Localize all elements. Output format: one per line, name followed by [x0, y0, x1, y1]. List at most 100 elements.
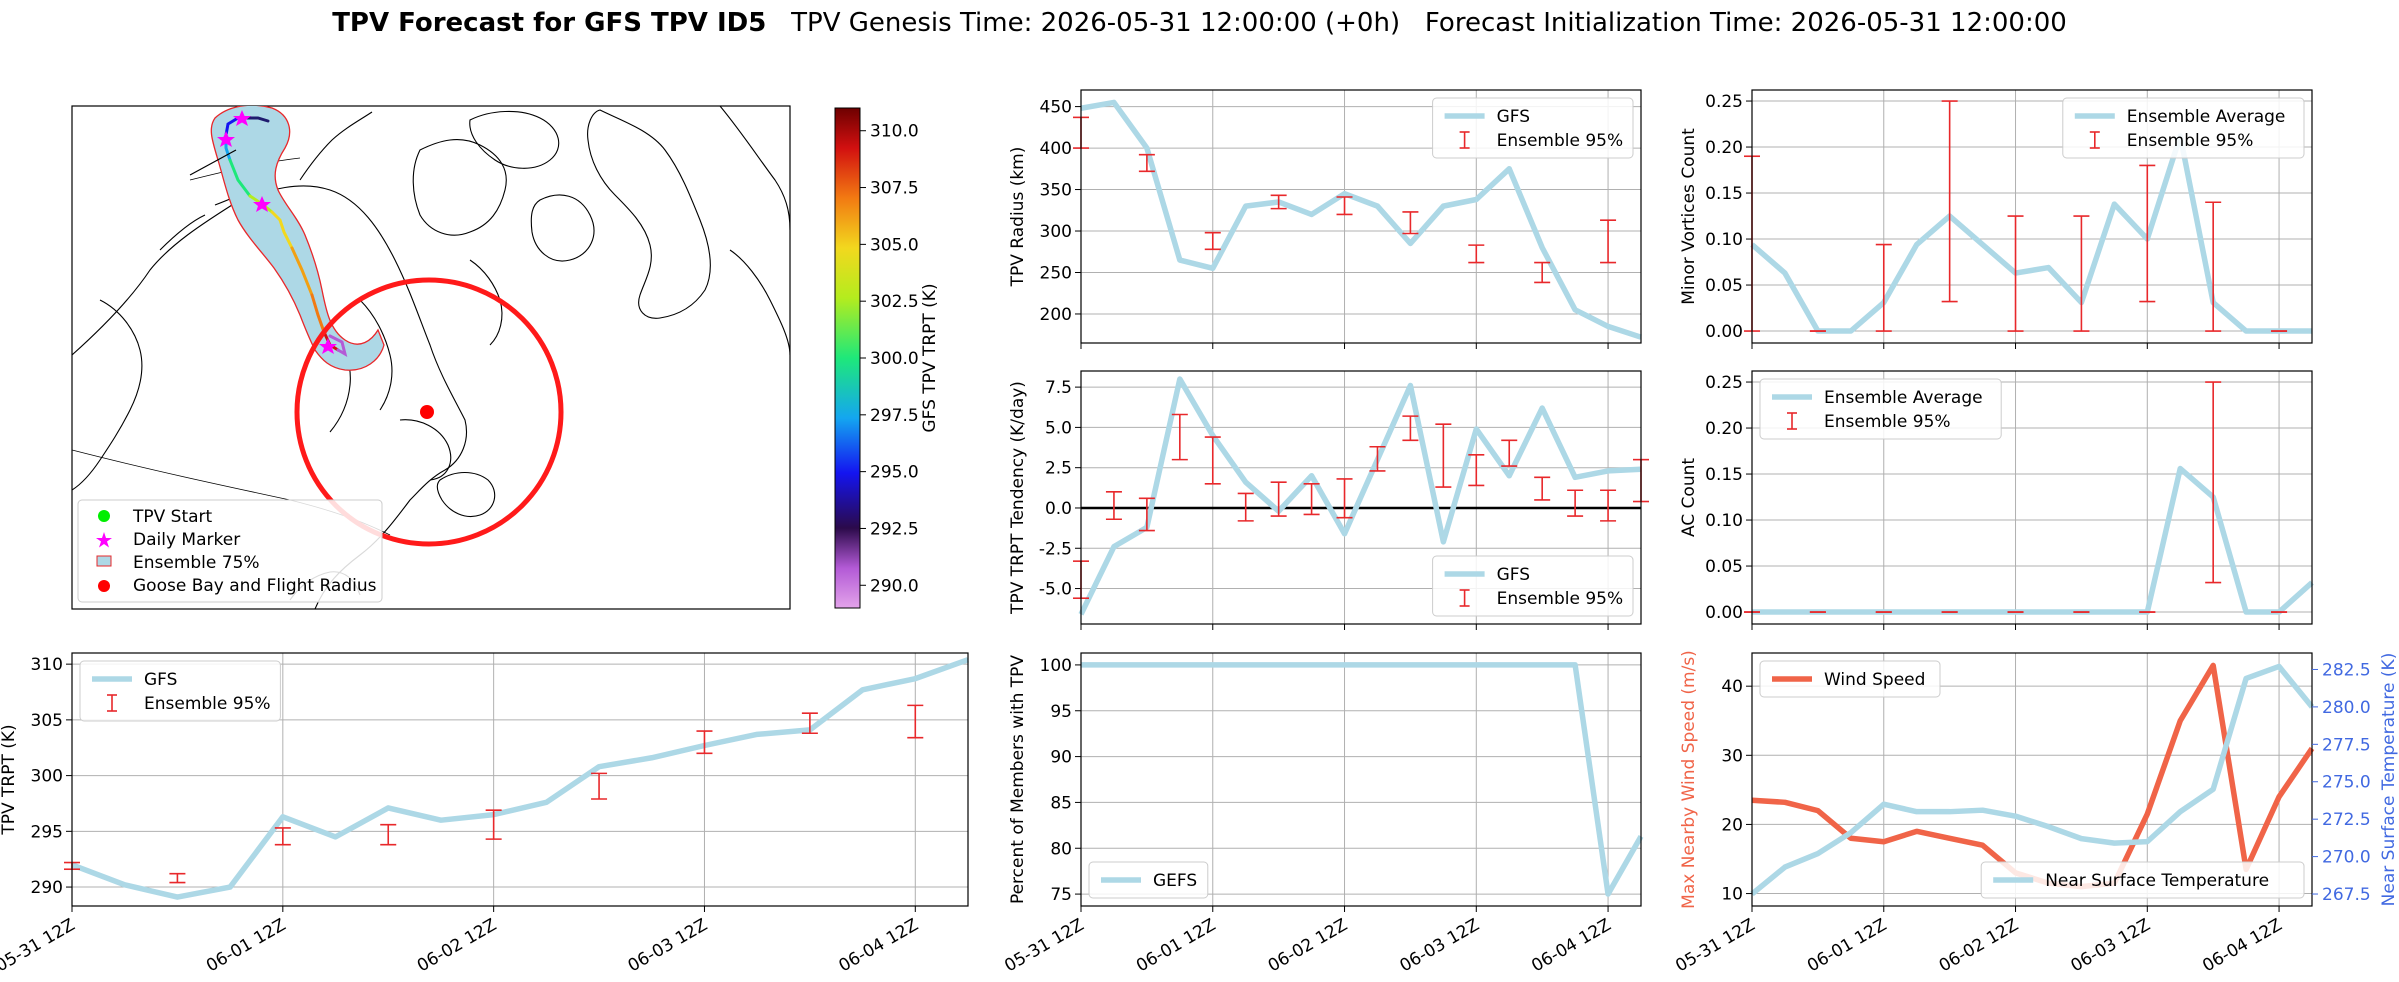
legend-box — [1088, 861, 1209, 899]
colorbar-tick-label: 292.5 — [870, 519, 919, 539]
y-tick-label: 0.20 — [1705, 138, 1743, 158]
flight-radius-circle — [294, 277, 564, 547]
colorbar-tick-label: 297.5 — [870, 406, 919, 426]
legend-daily-marker: Daily Marker — [133, 530, 240, 550]
y-tick-label: 0.25 — [1705, 92, 1743, 112]
y-tick-label: 7.5 — [1045, 378, 1072, 398]
legend-box — [79, 660, 281, 722]
y2-tick-label: 282.5 — [2322, 660, 2371, 680]
legend-label: Ensemble 95% — [1497, 131, 1624, 151]
y2-tick-label: 272.5 — [2322, 810, 2371, 830]
colorbar-tick-label: 295.0 — [870, 463, 919, 483]
legend-goose-bay: Goose Bay and Flight Radius — [133, 576, 377, 596]
legend-label: Ensemble 95% — [2127, 131, 2254, 151]
y-tick-label: 0.00 — [1705, 322, 1743, 342]
y-tick-label: 0.25 — [1705, 373, 1743, 393]
daily-marker — [319, 338, 337, 354]
chart-legend: Wind Speed — [1759, 660, 1941, 698]
y-tick-label: 85 — [1050, 793, 1072, 813]
y-tick-label: 295 — [31, 822, 63, 842]
chart-legend: Ensemble Average Ensemble 95% — [2062, 97, 2305, 159]
legend-label: Ensemble 95% — [144, 694, 271, 714]
plot-frame — [1751, 370, 2313, 625]
x-tick-label: 06-03 12Z — [625, 915, 711, 976]
colorbar-tick-label: 302.5 — [870, 292, 919, 312]
genesis-time: TPV Genesis Time: 2026-05-31 12:00:00 (+… — [791, 8, 1401, 38]
init-time: Forecast Initialization Time: 2026-05-31… — [1424, 8, 2067, 38]
chart-legend: Near Surface Temperature — [1980, 861, 2305, 899]
y2-tick-label: 280.0 — [2322, 698, 2371, 718]
colorbar-tick-label: 310.0 — [870, 122, 919, 142]
y-tick-label: 10 — [1721, 885, 1743, 905]
y-tick-label: 2.5 — [1045, 459, 1072, 479]
y-axis-label: TPV Radius (km) — [1008, 147, 1028, 288]
y-tick-label: 5.0 — [1045, 418, 1072, 438]
series-line-0 — [1080, 99, 1642, 340]
y-axis-label: TPV TRPT (K) — [0, 724, 19, 835]
chart-panels: 290 295 300 305 310 TPV TRPT (K) 05-31 12Z 06-0… — [0, 89, 2399, 976]
chart-tendency: -5.0 -2.5 0.0 2.5 5.0 7.5 TPV TRPT Tendency (K… — [1008, 370, 1649, 630]
chart-legend: GFS Ensemble 95% — [1432, 97, 1634, 159]
ensemble-patch-icon — [96, 555, 112, 567]
legend-label: Ensemble 95% — [1497, 589, 1624, 609]
colorbar-ticks: 310.0 307.5 305.0 302.5 300.0 297.5 295.0 292.5… — [860, 122, 919, 596]
x-tick-label: 06-02 12Z — [1936, 915, 2022, 976]
goose-bay-marker — [420, 405, 434, 419]
y-axis-label: TPV TRPT Tendency (K/day) — [1008, 381, 1028, 615]
y-tick-label: 300 — [31, 767, 63, 787]
colorbar-tick-label: 305.0 — [870, 235, 919, 255]
colorbar: 310.0 307.5 305.0 302.5 300.0 297.5 295.0 292.5… — [834, 107, 940, 609]
ensemble-75-envelope — [210, 106, 385, 371]
chart-wind_temp: 10 20 30 40 Max Nearby Wind Speed (m/s) 267.5… — [1672, 650, 2399, 976]
series-line-0 — [1750, 133, 2312, 334]
legend-box — [1432, 555, 1634, 617]
x-tick-label: 06-04 12Z — [2199, 915, 2285, 976]
y-tick-label: 0.10 — [1705, 511, 1743, 531]
legend-box — [1759, 660, 1941, 698]
chart-radius: 200 250 300 350 400 450 TPV Radius (km) GFS Ense… — [1008, 89, 1642, 349]
chart-legend: GFS Ensemble 95% — [1432, 555, 1634, 617]
daily-marker — [217, 131, 235, 147]
y-tick-label: 20 — [1721, 815, 1743, 835]
legend-box — [2062, 97, 2305, 159]
legend-box — [1980, 861, 2305, 899]
plot-frame — [1751, 89, 2313, 344]
figure-title: TPV Forecast for GFS TPV ID5 TPV Genesis… — [0, 6, 2399, 40]
tpv-track — [224, 116, 348, 358]
y-tick-label: 0.10 — [1705, 230, 1743, 250]
plot-frame — [71, 652, 969, 907]
y-axis-label: Max Nearby Wind Speed (m/s) — [1679, 650, 1699, 909]
y-tick-label: 310 — [31, 655, 63, 675]
x-tick-label: 06-04 12Z — [1528, 915, 1614, 976]
y-tick-label: 400 — [1040, 139, 1072, 159]
y-tick-label: 0.15 — [1705, 465, 1743, 485]
y-tick-label: 350 — [1040, 181, 1072, 201]
daily-marker — [253, 196, 271, 212]
chart-trpt: 290 295 300 305 310 TPV TRPT (K) 05-31 12Z 06-0… — [0, 652, 969, 976]
x-tick-label: 06-02 12Z — [414, 915, 500, 976]
y-tick-label: 75 — [1050, 885, 1072, 905]
series-line-0 — [1078, 376, 1642, 616]
legend-label: Ensemble 95% — [1824, 412, 1951, 432]
y-tick-label: 80 — [1050, 839, 1072, 859]
series-line-0 — [1081, 662, 1644, 897]
y-tick-label: 450 — [1040, 98, 1072, 118]
colorbar-tick-label: 307.5 — [870, 179, 919, 199]
plot-frame — [1080, 652, 1642, 907]
x-tick-label: 06-01 12Z — [1804, 915, 1890, 976]
y-tick-label: 300 — [1040, 222, 1072, 242]
x-tick-label: 06-02 12Z — [1265, 915, 1351, 976]
legend-label: Near Surface Temperature — [2045, 871, 2269, 891]
x-tick-label: 06-01 12Z — [1133, 915, 1219, 976]
map-legend: TPV Start Daily Marker Ensemble 75% Goos… — [77, 499, 383, 603]
chart-ac: 0.00 0.05 0.10 0.15 0.20 0.25 AC Count Ensemble… — [1679, 370, 2314, 630]
map-line — [189, 149, 237, 176]
y-tick-label: 0.05 — [1705, 276, 1743, 296]
x-tick-label: 05-31 12Z — [1001, 915, 1087, 976]
legend-tpv-start: TPV Start — [132, 507, 213, 527]
red-dot-icon — [98, 580, 110, 592]
legend-label: Ensemble Average — [2127, 107, 2286, 127]
y-tick-label: 0.00 — [1705, 603, 1743, 623]
colorbar-tick-label: 290.0 — [870, 576, 919, 596]
